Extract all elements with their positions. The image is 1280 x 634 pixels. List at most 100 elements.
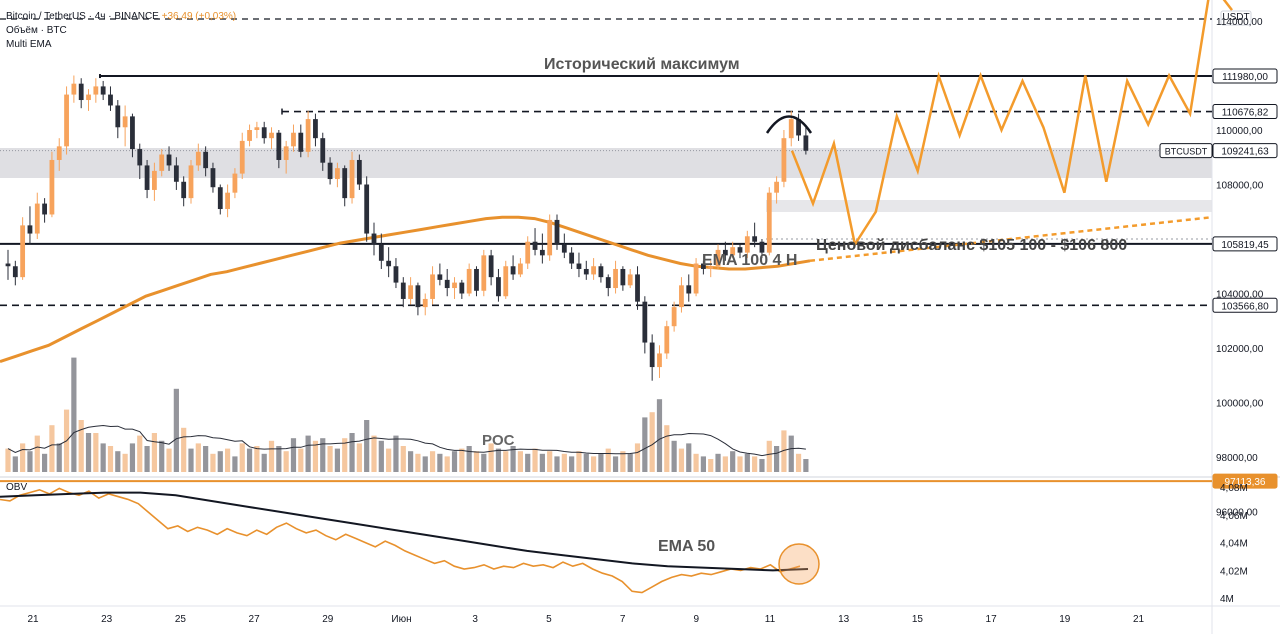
candle-body [408,285,413,299]
volume-bar [737,456,743,472]
volume-bar [547,451,553,472]
candle-body [781,138,787,182]
candle-body [305,119,311,152]
volume-bar [459,448,465,472]
price-change: +36,49 (+0,03%) [161,11,237,22]
price-tick-label: 108000,00 [1216,181,1264,192]
candle-body [152,170,157,190]
candle-body [108,94,113,106]
candle [452,277,457,299]
candle [386,247,392,278]
candle [627,268,633,289]
value-area-zone [0,148,1212,178]
price-level-label: 105819,45 [1221,240,1269,251]
candle-body [459,282,465,294]
candle-body [627,274,633,286]
obv-legend[interactable]: OBV [6,482,28,493]
ath-annotation: Исторический максимум [544,56,740,73]
volume-legend[interactable]: Объём · BTC [6,25,67,36]
volume-bar [42,453,48,472]
candle [576,252,582,278]
volume-bar [649,412,655,472]
volume-bar [437,453,443,472]
candle-body [56,146,62,160]
ema-legend[interactable]: Multi EMA [6,39,52,50]
candle-body [393,266,399,283]
candle [613,260,618,294]
candle [708,260,714,278]
candle-body [115,105,121,128]
candle-body [569,252,575,264]
candle [247,124,252,147]
candle [364,176,370,242]
symbol-line[interactable]: Bitcoin / TetherUS · 4ч · BINANCE +36,49… [6,10,236,24]
candle-body [86,94,91,101]
candle-body [78,83,84,101]
candle-body [27,225,33,234]
candle [752,222,758,248]
candle [591,258,596,280]
candle [759,239,765,259]
volume-bar [510,446,516,472]
candle-body [137,149,143,166]
candle-body [239,140,245,174]
candle-body [466,268,472,294]
candle-body [195,151,201,166]
volume-bar [290,438,297,472]
ema50-annotation: EMA 50 [658,538,715,555]
price-level-tag [1212,297,1278,313]
volume-bar [34,435,40,472]
volume-bar [525,453,531,472]
candle-body [20,225,26,278]
candle [430,266,435,305]
volume-bar [327,446,333,472]
candle-body [217,187,223,210]
candle-body [686,285,692,294]
symbol-label[interactable]: Bitcoin / TetherUS · 4ч · BINANCE [6,11,159,22]
candle-body [342,168,348,199]
candle [503,260,509,299]
volume-bar [627,453,633,472]
volume-bar [232,456,238,472]
volume-bar [334,448,340,472]
candle [532,228,538,256]
candle [657,345,662,378]
candle [400,277,406,308]
obv-tick-label: 4,06M [1220,511,1248,522]
candle [518,258,523,278]
volume-bar [283,451,289,472]
candle [686,274,692,302]
date-tick-label: 21 [27,614,39,625]
candle [554,214,560,250]
imbalance-zone [766,200,1212,212]
candle-body [12,266,18,278]
candle [188,159,194,204]
volume-bar [422,456,428,472]
date-tick-label: 29 [322,614,334,625]
volume-bar [107,446,114,472]
candle [679,277,684,313]
volume-bar [569,456,575,472]
candle [422,293,428,316]
candle [225,184,230,218]
date-tick-label: 13 [838,614,850,625]
volume-bar [642,417,648,472]
date-tick-label: 5 [546,614,552,625]
volume-bar [210,453,216,472]
volume-bar [803,459,809,472]
volume-bar [356,443,362,472]
candle [583,260,589,280]
volume-bar [298,448,304,472]
currency-box [1220,10,1252,26]
candle [159,149,165,177]
candle [561,233,567,259]
candle [510,255,516,280]
volume-bar [620,451,626,472]
ema100-projection [809,215,1213,263]
candle-body [693,263,699,294]
volume-bar [320,438,326,472]
volume-bar [605,448,611,472]
candle [496,268,501,302]
candle [547,214,553,261]
